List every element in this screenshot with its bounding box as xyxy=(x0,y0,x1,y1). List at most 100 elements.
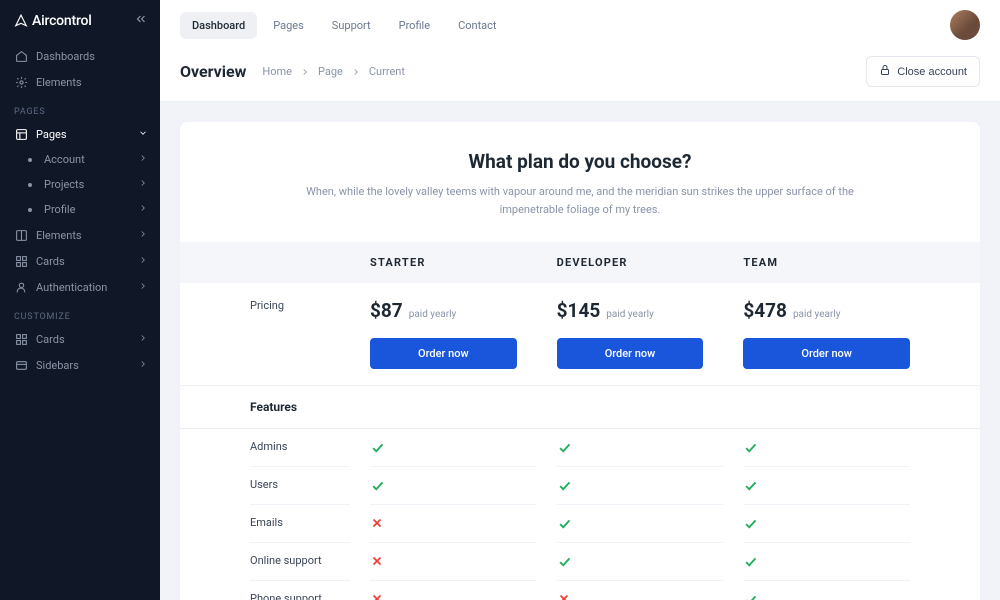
columns-icon xyxy=(14,228,28,242)
plan-head-developer: DEVELOPER xyxy=(557,242,724,283)
chevron-right-icon xyxy=(138,359,148,372)
pricing-card: What plan do you choose? When, while the… xyxy=(180,122,980,600)
feature-included xyxy=(743,467,910,505)
card-icon xyxy=(14,358,28,372)
check-icon xyxy=(557,478,724,493)
sidebar-item-label: Projects xyxy=(44,178,130,191)
feature-label: Admins xyxy=(250,429,350,467)
price-starter: $87 xyxy=(370,299,403,322)
sidebar-item-pages[interactable]: Pages xyxy=(0,121,160,147)
sidebar-subitem-account[interactable]: Account xyxy=(14,147,160,172)
feature-included xyxy=(557,543,724,581)
check-icon xyxy=(743,554,910,569)
feature-label: Phone support xyxy=(250,581,350,600)
x-icon xyxy=(370,592,537,600)
check-icon xyxy=(743,478,910,493)
check-icon xyxy=(557,516,724,531)
sidebar-item-elements[interactable]: Elements xyxy=(0,69,160,95)
period-team: paid yearly xyxy=(793,309,841,320)
feature-excluded xyxy=(370,543,537,581)
feature-label: Emails xyxy=(250,505,350,543)
user-icon xyxy=(14,280,28,294)
sidebar-subitem-projects[interactable]: Projects xyxy=(14,172,160,197)
bullet-icon xyxy=(28,183,32,187)
chevron-right-icon xyxy=(138,153,148,166)
chevron-right-icon xyxy=(300,67,310,77)
breadcrumb-item: Current xyxy=(369,65,405,78)
period-starter: paid yearly xyxy=(409,309,457,320)
price-team: $478 xyxy=(743,299,787,322)
sidebar-item-label: Sidebars xyxy=(36,359,130,372)
feature-excluded xyxy=(557,581,724,600)
home-icon xyxy=(14,49,28,63)
feature-included xyxy=(370,429,537,467)
period-developer: paid yearly xyxy=(606,309,654,320)
chevron-right-icon xyxy=(138,203,148,216)
sidebar-item-elements[interactable]: Elements xyxy=(0,222,160,248)
plan-head-starter: STARTER xyxy=(370,242,537,283)
chevron-right-icon xyxy=(138,255,148,268)
chevron-right-icon xyxy=(138,333,148,346)
sidebar-item-label: Cards xyxy=(36,333,130,346)
avatar[interactable] xyxy=(950,10,980,40)
breadcrumb-item[interactable]: Page xyxy=(318,65,343,78)
sidebar-item-label: Account xyxy=(44,153,130,166)
sidebar-item-label: Authentication xyxy=(36,281,130,294)
bullet-icon xyxy=(28,208,32,212)
pricing-title: What plan do you choose? xyxy=(300,150,860,173)
tab-pages[interactable]: Pages xyxy=(261,12,316,39)
sidebar-item-label: Pages xyxy=(36,128,130,141)
order-button-developer[interactable]: Order now xyxy=(557,338,704,369)
check-icon xyxy=(370,440,537,455)
tab-profile[interactable]: Profile xyxy=(387,12,442,39)
sidebar-section-pages: PAGES xyxy=(0,95,160,121)
sidebar-item-authentication[interactable]: Authentication xyxy=(0,274,160,300)
close-account-label: Close account xyxy=(897,66,967,78)
tab-contact[interactable]: Contact xyxy=(446,12,508,39)
check-icon xyxy=(743,516,910,531)
chevron-right-icon xyxy=(138,281,148,294)
chevron-right-icon xyxy=(351,67,361,77)
bullet-icon xyxy=(28,158,32,162)
plan-head-team: TEAM xyxy=(743,242,910,283)
breadcrumb-item[interactable]: Home xyxy=(262,65,292,78)
sidebar-item-dashboards[interactable]: Dashboards xyxy=(0,43,160,69)
check-icon xyxy=(557,554,724,569)
sidebar-subitem-profile[interactable]: Profile xyxy=(14,197,160,222)
pricing-row-label: Pricing xyxy=(250,283,350,338)
sidebar-item-label: Elements xyxy=(36,76,148,89)
breadcrumb: Home Page Current xyxy=(262,65,405,78)
sidebar-section-customize: CUSTOMIZE xyxy=(0,300,160,326)
chevron-right-icon xyxy=(138,229,148,242)
features-heading: Features xyxy=(180,385,980,429)
price-developer: $145 xyxy=(557,299,601,322)
feature-label: Users xyxy=(250,467,350,505)
order-button-starter[interactable]: Order now xyxy=(370,338,517,369)
collapse-sidebar-icon[interactable] xyxy=(134,12,148,29)
sidebar: Aircontrol Dashboards Elements PAGES Page… xyxy=(0,0,160,600)
x-icon xyxy=(557,592,724,600)
feature-included xyxy=(743,505,910,543)
brand-logo[interactable]: Aircontrol xyxy=(14,13,92,29)
check-icon xyxy=(557,440,724,455)
sidebar-item-label: Elements xyxy=(36,229,130,242)
feature-included xyxy=(743,581,910,600)
check-icon xyxy=(370,478,537,493)
sidebar-item-cards[interactable]: Cards xyxy=(0,248,160,274)
feature-included xyxy=(370,467,537,505)
feature-included xyxy=(743,543,910,581)
feature-excluded xyxy=(370,581,537,600)
close-account-button[interactable]: Close account xyxy=(866,56,980,87)
pricing-subtitle: When, while the lovely valley teems with… xyxy=(300,183,860,218)
sidebar-item-cards[interactable]: Cards xyxy=(0,326,160,352)
sidebar-item-sidebars[interactable]: Sidebars xyxy=(0,352,160,378)
sidebar-item-label: Cards xyxy=(36,255,130,268)
tab-dashboard[interactable]: Dashboard xyxy=(180,12,257,39)
order-button-team[interactable]: Order now xyxy=(743,338,910,369)
layout-icon xyxy=(14,127,28,141)
grid-icon xyxy=(14,254,28,268)
feature-included xyxy=(557,429,724,467)
feature-included xyxy=(557,467,724,505)
feature-included xyxy=(557,505,724,543)
tab-support[interactable]: Support xyxy=(320,12,383,39)
